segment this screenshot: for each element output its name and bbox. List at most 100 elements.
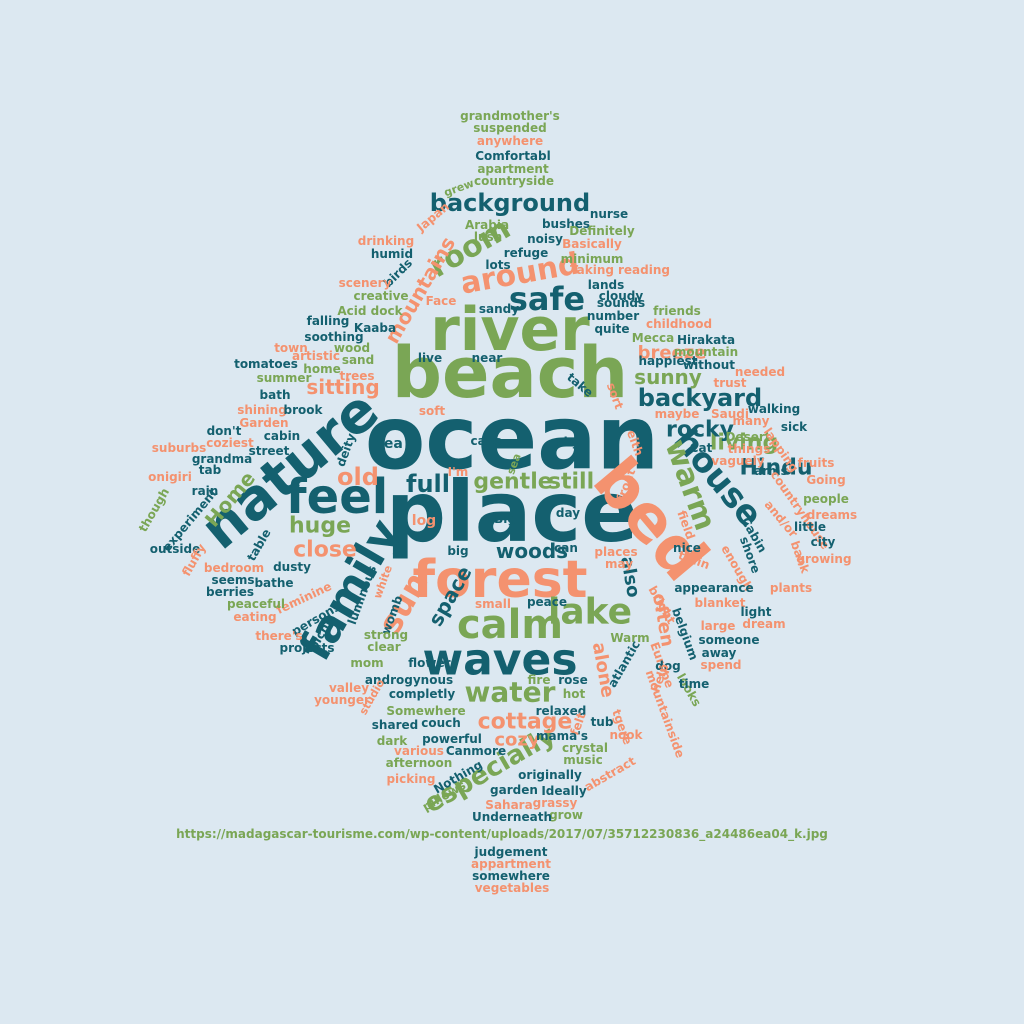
word-creative: creative bbox=[353, 289, 408, 303]
word-i-m: I'm bbox=[448, 465, 469, 479]
word-garden: Garden bbox=[239, 416, 288, 430]
word-feel: feel bbox=[286, 469, 388, 525]
word-close: close bbox=[293, 538, 357, 563]
word-street: street bbox=[249, 444, 290, 458]
word-may: may bbox=[605, 557, 633, 571]
word-couch: couch bbox=[421, 716, 461, 730]
word-wood: wood bbox=[334, 341, 370, 355]
word-peaceful: peaceful bbox=[227, 597, 285, 611]
word-large: large bbox=[701, 619, 736, 633]
word-mom: mom bbox=[350, 656, 383, 670]
word-picking: picking bbox=[386, 772, 435, 786]
word-things: things bbox=[728, 442, 771, 456]
word-suspended: suspended bbox=[473, 121, 546, 135]
word-shared: shared bbox=[372, 718, 418, 732]
word-appartment: appartment bbox=[471, 857, 551, 871]
word-huge: huge bbox=[289, 514, 351, 539]
word-drinking: drinking bbox=[358, 234, 414, 248]
word-cabin: cabin bbox=[264, 429, 300, 443]
word-arabia: Arabia bbox=[465, 218, 509, 232]
word-outside: outside bbox=[150, 542, 201, 556]
word-tomatoes: tomatoes bbox=[234, 357, 298, 371]
word-number: number bbox=[587, 309, 639, 323]
word-suburbs: suburbs bbox=[152, 441, 206, 455]
word-log: log bbox=[412, 513, 436, 529]
word-relaxed: relaxed bbox=[536, 704, 587, 718]
word-falling: falling bbox=[307, 314, 350, 328]
word-hirakata: Hirakata bbox=[677, 333, 735, 347]
word-dusty: dusty bbox=[273, 560, 311, 574]
word-river: river bbox=[430, 295, 590, 365]
word-trust: trust bbox=[713, 376, 746, 390]
word-basically: Basically bbox=[562, 237, 622, 251]
word-rocky: rocky bbox=[666, 418, 734, 443]
word-brook: brook bbox=[284, 403, 324, 417]
word-dreams: dreams bbox=[807, 508, 857, 522]
word-vegetables: vegetables bbox=[475, 881, 550, 895]
word-face: Face bbox=[426, 294, 457, 308]
word-eating: eating bbox=[233, 610, 276, 624]
word-mama-s: mama's bbox=[536, 729, 588, 743]
word-plants: plants bbox=[770, 581, 812, 595]
word-younger: younger bbox=[314, 693, 370, 707]
word-soft: soft bbox=[419, 404, 446, 418]
word-seems: seems bbox=[211, 573, 254, 587]
word-mountain: mountain bbox=[674, 345, 738, 359]
word-https-madagascar-tourisme-com-wp-content: https://madagascar-tourisme.com/wp-conte… bbox=[176, 827, 828, 842]
word-canmore: Canmore bbox=[446, 744, 506, 758]
word-bathe: bathe bbox=[254, 576, 293, 590]
word-sahara: Sahara bbox=[485, 798, 532, 812]
word-going: Going bbox=[806, 473, 845, 487]
word-waves: waves bbox=[422, 635, 577, 686]
word-time: time bbox=[679, 677, 710, 691]
word-lots: lots bbox=[485, 258, 510, 272]
word-sounds: sounds bbox=[597, 296, 645, 310]
word-humid: humid bbox=[371, 247, 413, 261]
word-growing: growing bbox=[796, 552, 851, 566]
word-places: places bbox=[594, 545, 637, 559]
word-tub: tub bbox=[591, 715, 614, 729]
word-can: can bbox=[554, 541, 578, 555]
word-don-t: don't bbox=[207, 424, 242, 438]
word-desert: Desert bbox=[725, 430, 770, 444]
word-big: Big bbox=[494, 512, 516, 526]
word-dog: dog bbox=[655, 659, 680, 673]
word-cottage: cottage bbox=[478, 710, 573, 735]
word-arms: arms bbox=[754, 464, 788, 478]
word-forest: forest bbox=[412, 550, 587, 610]
word-without: without bbox=[683, 358, 735, 372]
word-grandmother-s: grandmother's bbox=[460, 109, 560, 123]
word-taking: Taking bbox=[570, 263, 614, 277]
word-gentle: gentle bbox=[473, 470, 552, 495]
word-friends: friends bbox=[653, 304, 701, 318]
word-clear: clear bbox=[367, 640, 400, 654]
word-minimum: minimum bbox=[561, 252, 624, 266]
word-grow: grow bbox=[549, 808, 583, 822]
word-big: big bbox=[447, 544, 468, 558]
word-near: near bbox=[472, 351, 503, 365]
word-needed: needed bbox=[735, 365, 785, 379]
word-sunny: sunny bbox=[634, 365, 702, 389]
word-warm: Warm bbox=[610, 631, 649, 645]
word-woods: woods bbox=[496, 539, 568, 563]
word-scenery: scenery bbox=[339, 276, 392, 290]
word-somewhere: somewhere bbox=[472, 869, 550, 883]
word-calm: calm bbox=[457, 602, 563, 648]
word-onigiri: onigiri bbox=[148, 470, 192, 484]
word-berries: berries bbox=[206, 585, 254, 599]
word-mecca: Mecca bbox=[632, 331, 674, 345]
word-garden: garden bbox=[490, 783, 538, 797]
word-spend: spend bbox=[700, 658, 741, 672]
word-away: away bbox=[702, 646, 737, 660]
word-cat: Cat bbox=[690, 441, 713, 455]
word-originally: originally bbox=[518, 768, 582, 782]
word-grassy: grassy bbox=[533, 796, 578, 810]
word-hindu: Hindu bbox=[739, 456, 812, 481]
word-happiest: happiest bbox=[639, 354, 698, 368]
word-walking: walking bbox=[748, 402, 801, 416]
word-definitely: Definitely bbox=[569, 224, 635, 238]
word-live: live bbox=[418, 351, 442, 365]
word-small: small bbox=[475, 597, 511, 611]
word-trees: trees bbox=[339, 369, 374, 383]
word-tea: tea bbox=[377, 436, 403, 452]
